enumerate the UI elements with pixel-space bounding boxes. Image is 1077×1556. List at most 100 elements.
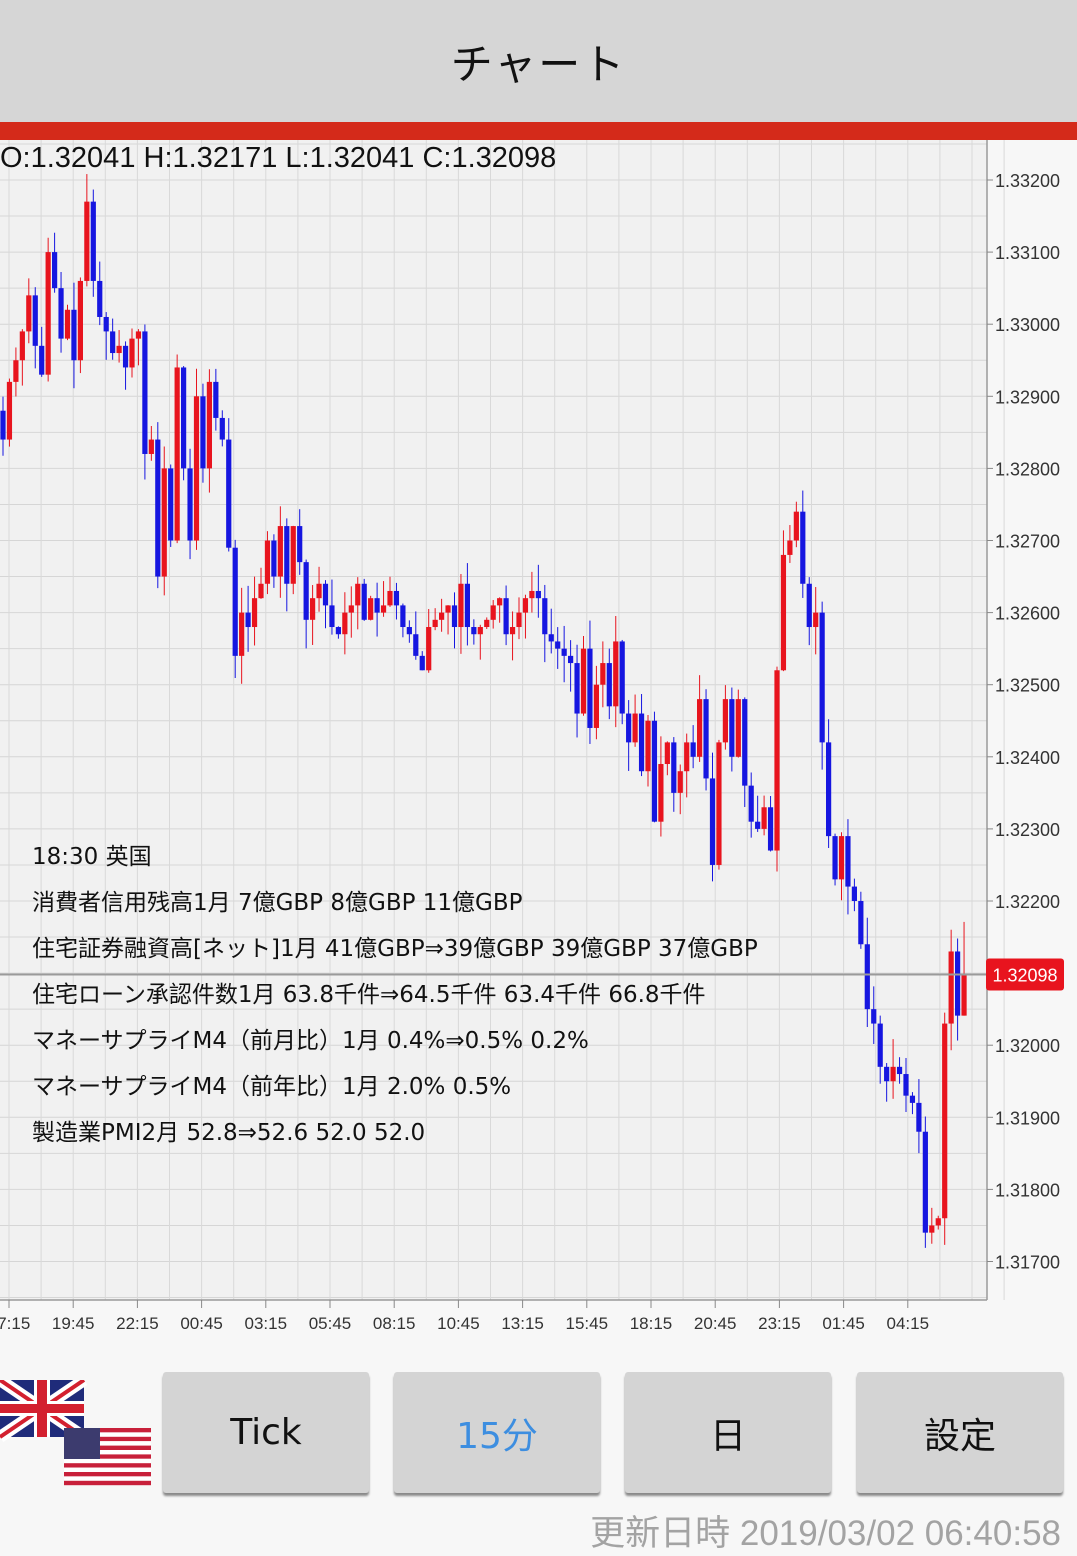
candle-body [787, 540, 793, 555]
candle-body [451, 605, 458, 628]
candle-body [832, 836, 838, 880]
candle-body [97, 280, 103, 317]
candle-body [284, 526, 290, 584]
candle-body [271, 540, 277, 577]
x-tick-label: 15:45 [566, 1314, 609, 1333]
candle-body [64, 309, 71, 339]
y-tick-label: 1.32000 [995, 1036, 1060, 1056]
candle-body [851, 886, 857, 901]
candle-body [200, 396, 206, 469]
candle-body [626, 713, 632, 743]
candle-body [574, 663, 580, 714]
candle-body [600, 663, 606, 685]
candle-body [819, 612, 825, 743]
event-line: 製造業PMI2月 52.8⇒52.6 52.0 52.0 [32, 1120, 426, 1146]
y-tick-label: 1.32200 [995, 892, 1060, 912]
y-tick-label: 1.32300 [995, 820, 1060, 840]
updated-timestamp: 更新日時 2019/03/02 06:40:58 [590, 1505, 1061, 1556]
candle-body [387, 590, 393, 606]
candle-body [916, 1102, 922, 1132]
candle-body [909, 1095, 916, 1103]
candle-body [503, 598, 509, 635]
candle-body [529, 590, 535, 599]
tick-button[interactable]: Tick [163, 1372, 369, 1493]
candle-body [806, 583, 812, 628]
candle-body [877, 1023, 883, 1067]
x-tick-label: 13:15 [501, 1314, 544, 1333]
currency-pair-flags-icon[interactable] [0, 1375, 155, 1490]
candle-body [322, 583, 329, 606]
candlestick-chart[interactable]: 1.33200 1.33100 1.33000 1.32900 1.32800 1.327… [0, 140, 1077, 1340]
candle-body [748, 785, 754, 822]
candle-body [568, 655, 574, 664]
chart-svg[interactable]: 1.33200 1.33100 1.33000 1.32900 1.32800 1.327… [0, 140, 1077, 1340]
current-price-badge [986, 958, 1064, 991]
candle-body [490, 605, 496, 620]
candle-body [380, 605, 387, 613]
x-tick-label: 00:45 [180, 1314, 223, 1333]
candle-body [348, 605, 354, 613]
candle-body [213, 381, 219, 418]
candle-body [84, 201, 90, 281]
daily-button[interactable]: 日 [625, 1372, 831, 1493]
y-tick-label: 1.32800 [995, 459, 1060, 479]
updated-value: 2019/03/02 06:40:58 [739, 1514, 1061, 1553]
candle-body [90, 201, 96, 281]
x-tick-label: 05:45 [309, 1314, 352, 1333]
candle-body [52, 252, 58, 289]
x-tick-label: 08:15 [373, 1314, 416, 1333]
candle-body [142, 331, 148, 454]
updated-label: 更新日時 [590, 1514, 731, 1553]
candle-body [516, 612, 522, 628]
candle-body [813, 612, 819, 628]
candle-body [445, 605, 451, 613]
15min-button[interactable]: 15分 [394, 1372, 600, 1493]
candle-body [858, 901, 864, 945]
candle-body [71, 309, 77, 361]
settings-button[interactable]: 設定 [857, 1372, 1063, 1493]
event-line: マネーサプライM4（前月比）1月 0.4%⇒0.5% 0.2% [32, 1028, 589, 1054]
x-tick-label: 10:45 [437, 1314, 480, 1333]
candle-body [587, 648, 593, 728]
candle-body [580, 648, 587, 714]
candle-body [58, 288, 64, 339]
candle-body [297, 526, 303, 563]
gbp-usd-flags-icon [0, 1375, 151, 1486]
candle-body [684, 742, 690, 772]
y-tick-label: 1.33100 [995, 243, 1060, 263]
x-tick-label: 19:45 [52, 1314, 95, 1333]
x-tick-label: 04:15 [887, 1314, 930, 1333]
candle-body [800, 511, 806, 584]
event-line: マネーサプライM4（前年比）1月 2.0% 0.5% [32, 1074, 512, 1100]
candle-body [161, 468, 167, 577]
candle-body [393, 590, 400, 606]
candle-body [39, 345, 45, 375]
candle-body [471, 627, 477, 635]
candle-body [761, 807, 767, 829]
candle-body [884, 1066, 890, 1082]
candle-body [19, 331, 25, 361]
candle-body [245, 612, 251, 628]
page-title: チャート [450, 39, 627, 89]
x-tick-label: 18:15 [630, 1314, 673, 1333]
candle-body [651, 720, 658, 822]
candle-body [0, 410, 6, 440]
candle-body [355, 583, 361, 606]
candle-body [890, 1066, 896, 1082]
candle-body [484, 619, 490, 628]
candle-body [690, 742, 696, 757]
candle-body [361, 583, 367, 620]
candle-body [290, 526, 296, 584]
candle-body [826, 742, 832, 837]
candle-body [671, 742, 677, 793]
candle-body [613, 641, 619, 707]
candle-body [838, 836, 845, 880]
candle-body [709, 778, 716, 865]
candle-body [896, 1066, 903, 1075]
candle-body [497, 598, 503, 606]
candle-body [638, 713, 645, 772]
candle-body [239, 612, 245, 656]
candle-body [522, 598, 529, 613]
candle-body [174, 367, 180, 541]
candle-body [413, 634, 419, 656]
